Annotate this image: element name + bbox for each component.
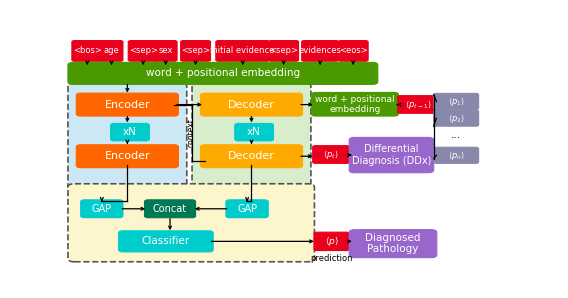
FancyBboxPatch shape	[201, 93, 303, 116]
Text: $\langle p_t\rangle$: $\langle p_t\rangle$	[323, 148, 339, 161]
Text: GAP: GAP	[237, 204, 257, 214]
FancyBboxPatch shape	[302, 41, 339, 61]
Text: xN: xN	[123, 127, 137, 137]
FancyBboxPatch shape	[314, 232, 349, 251]
FancyBboxPatch shape	[72, 41, 103, 61]
FancyBboxPatch shape	[68, 62, 378, 84]
FancyBboxPatch shape	[434, 110, 479, 126]
Text: <sep>: <sep>	[181, 46, 210, 55]
Text: prediction: prediction	[310, 254, 353, 263]
Text: Decoder: Decoder	[228, 100, 275, 110]
FancyBboxPatch shape	[154, 41, 177, 61]
Text: Concat: Concat	[153, 204, 187, 214]
Text: Differential
Diagnosis (DDx): Differential Diagnosis (DDx)	[352, 144, 431, 166]
FancyBboxPatch shape	[216, 41, 270, 61]
Text: sex: sex	[158, 46, 173, 55]
FancyBboxPatch shape	[398, 96, 439, 113]
Text: Encoder: Encoder	[105, 151, 150, 161]
Text: ...: ...	[451, 130, 461, 140]
Text: Diagnosed
Pathology: Diagnosed Pathology	[365, 233, 421, 254]
FancyBboxPatch shape	[226, 200, 268, 218]
FancyBboxPatch shape	[235, 123, 273, 141]
FancyBboxPatch shape	[68, 83, 187, 190]
FancyBboxPatch shape	[201, 145, 303, 168]
FancyBboxPatch shape	[128, 41, 158, 61]
FancyBboxPatch shape	[349, 230, 437, 258]
FancyBboxPatch shape	[119, 231, 213, 252]
FancyBboxPatch shape	[434, 147, 479, 163]
FancyBboxPatch shape	[181, 41, 211, 61]
Text: <sep>: <sep>	[129, 46, 158, 55]
Text: initial evidence: initial evidence	[211, 46, 275, 55]
Text: $\langle p_n\rangle$: $\langle p_n\rangle$	[448, 149, 465, 162]
FancyBboxPatch shape	[192, 83, 311, 190]
Text: $\langle p_1\rangle$: $\langle p_1\rangle$	[448, 95, 465, 108]
FancyBboxPatch shape	[100, 41, 123, 61]
Text: word + positional
embedding: word + positional embedding	[315, 94, 395, 114]
Text: <eos>: <eos>	[339, 46, 367, 55]
Text: xN: xN	[247, 127, 261, 137]
Text: <bos>: <bos>	[73, 46, 102, 55]
FancyBboxPatch shape	[111, 123, 149, 141]
Text: Encoder: Encoder	[105, 100, 150, 110]
Text: $\langle p\rangle$: $\langle p\rangle$	[325, 235, 339, 248]
FancyBboxPatch shape	[311, 92, 399, 116]
Text: GAP: GAP	[92, 204, 112, 214]
Text: evidences: evidences	[299, 46, 341, 55]
Text: context: context	[186, 118, 195, 147]
FancyBboxPatch shape	[76, 145, 178, 168]
Text: word + positional embedding: word + positional embedding	[146, 69, 300, 78]
Text: $\langle p_{t-1}\rangle$: $\langle p_{t-1}\rangle$	[405, 98, 432, 111]
Text: Classifier: Classifier	[142, 236, 190, 246]
FancyBboxPatch shape	[76, 93, 178, 116]
Text: age: age	[103, 46, 119, 55]
FancyBboxPatch shape	[434, 93, 479, 109]
FancyBboxPatch shape	[338, 41, 368, 61]
FancyBboxPatch shape	[312, 146, 350, 163]
Text: <sep>: <sep>	[269, 46, 298, 55]
Text: Decoder: Decoder	[228, 151, 275, 161]
FancyBboxPatch shape	[81, 200, 123, 218]
Text: $\langle p_2\rangle$: $\langle p_2\rangle$	[448, 112, 465, 125]
FancyBboxPatch shape	[269, 41, 299, 61]
FancyBboxPatch shape	[144, 200, 195, 218]
FancyBboxPatch shape	[68, 184, 315, 262]
FancyBboxPatch shape	[349, 137, 434, 173]
